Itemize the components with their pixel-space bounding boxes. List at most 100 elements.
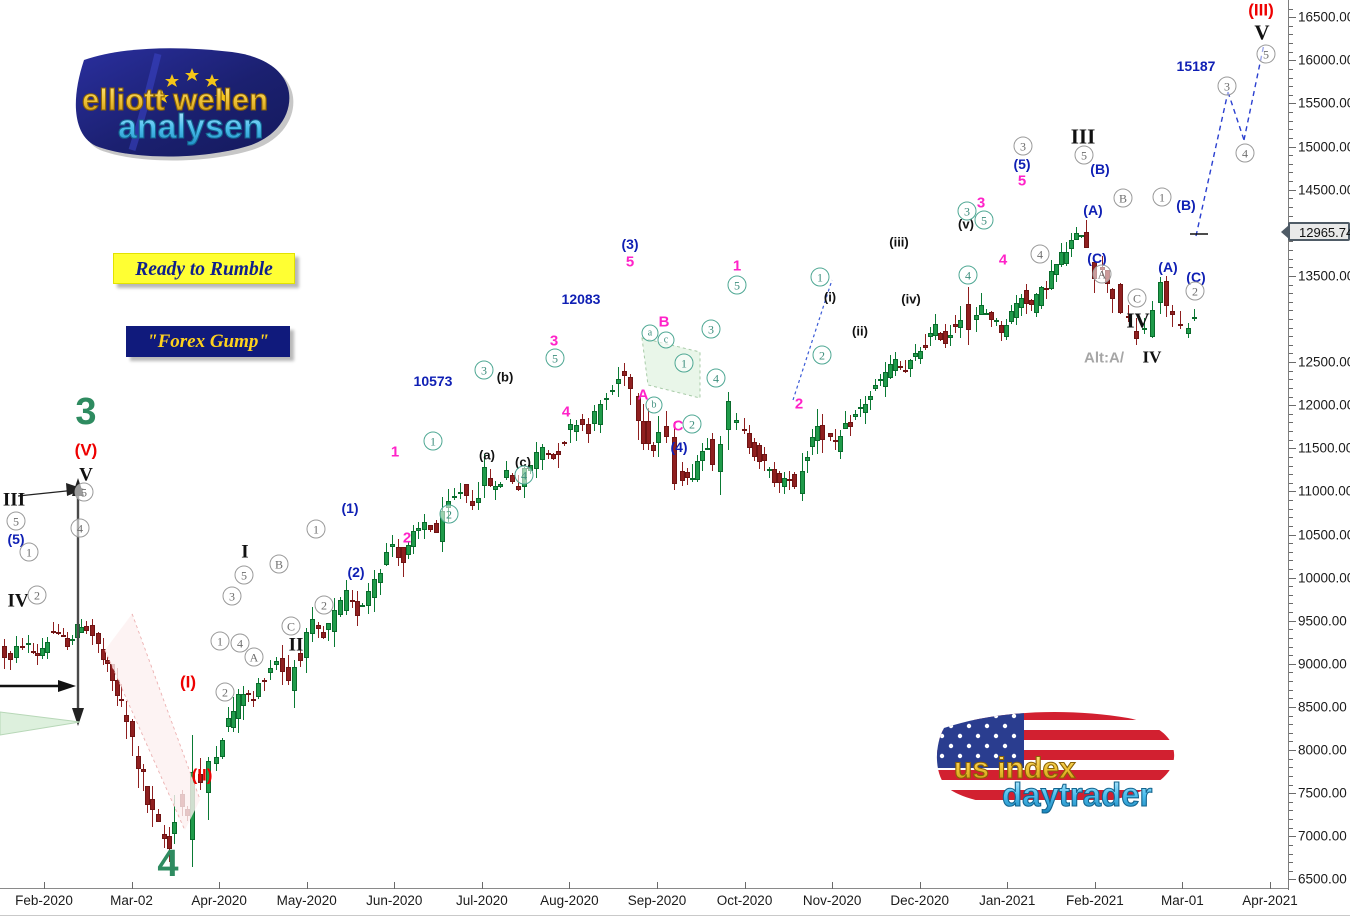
circled-wave-label: 5 [727, 275, 747, 295]
current-price-marker: 12965.74 12656.60 [1280, 222, 1350, 252]
price-minor-tick [1289, 155, 1293, 157]
current-price-value: 12965.74 [1281, 222, 1350, 241]
price-minor-tick [1289, 439, 1293, 441]
price-minor-tick [1289, 137, 1293, 139]
price-minor-tick [1289, 586, 1293, 588]
circled-wave-label: b [645, 396, 663, 414]
price-minor-tick [1289, 819, 1293, 821]
price-tick [1289, 836, 1296, 838]
svg-text:daytrader: daytrader [1002, 776, 1153, 813]
circled-wave-label: 2 [812, 345, 832, 365]
svg-text:analysen: analysen [118, 108, 264, 146]
time-tick-label: Jul-2020 [455, 893, 508, 908]
price-axis[interactable]: 16500.00 16000.00 15500.00 15000.00 14500.00… [1288, 0, 1350, 890]
price-minor-tick [1289, 655, 1293, 657]
circled-wave-label: 4 [1030, 244, 1050, 264]
price-minor-tick [1289, 396, 1293, 398]
circled-wave-label: 1 [423, 431, 443, 451]
price-minor-tick [1289, 206, 1293, 208]
wave-label: (V) [74, 440, 98, 460]
price-minor-tick [1289, 215, 1293, 217]
wave-label: (A) [1083, 202, 1103, 218]
time-tick-label: Nov-2020 [802, 893, 862, 908]
price-tick [1289, 706, 1296, 708]
price-minor-tick [1289, 517, 1293, 519]
price-minor-tick [1289, 198, 1293, 200]
wave-label: III [1070, 124, 1096, 149]
price-tick-label: 16500.00 [1298, 9, 1350, 25]
price-minor-tick [1289, 258, 1293, 260]
wave-label: (III) [1248, 0, 1274, 20]
circled-wave-label: 3 [1217, 76, 1237, 96]
price-minor-tick [1289, 267, 1293, 269]
price-tick-label: 7000.00 [1298, 828, 1347, 844]
wave-label: (B) [1090, 161, 1110, 177]
price-minor-tick [1289, 241, 1293, 243]
price-tick-label: 14500.00 [1298, 182, 1350, 198]
time-tick [131, 882, 133, 889]
time-tick-label: Jun-2020 [366, 893, 423, 908]
time-tick-label: Apr-2021 [1242, 893, 1298, 908]
circled-wave-label: 1 [1152, 187, 1172, 207]
time-tick [832, 882, 834, 889]
time-tick [1094, 882, 1096, 889]
time-tick-label: Jan-2021 [979, 893, 1036, 908]
time-tick-label: Feb-2020 [15, 893, 73, 908]
price-minor-tick [1289, 560, 1293, 562]
time-tick-label: Apr-2020 [191, 893, 247, 908]
wave-label: 2 [402, 529, 412, 547]
price-minor-tick [1289, 698, 1293, 700]
circled-wave-label: 4 [1235, 143, 1255, 163]
price-minor-tick [1289, 336, 1293, 338]
price-tick [1289, 60, 1296, 62]
price-annotation: 12083 [561, 291, 601, 307]
price-minor-tick [1289, 767, 1293, 769]
price-minor-tick [1289, 689, 1293, 691]
circled-wave-label: C [281, 616, 301, 636]
price-minor-tick [1289, 784, 1293, 786]
price-tick-label: 11500.00 [1298, 440, 1350, 456]
time-tick-label: Feb-2021 [1065, 893, 1124, 908]
circled-wave-label: 1 [210, 631, 230, 651]
time-tick [44, 882, 45, 889]
price-minor-tick [1289, 284, 1293, 286]
price-minor-tick [1289, 646, 1293, 648]
price-minor-tick [1289, 569, 1293, 570]
circled-wave-label: 5 [1074, 145, 1094, 165]
wave-label: (I) [179, 672, 197, 692]
price-chart-plot-area[interactable]: 3 (V) V III (5) IV 4 (I) (II) I II (1) (2) 1 2 (a) (b) (c… [0, 0, 1288, 888]
wave-label: 3 [976, 194, 986, 212]
price-minor-tick [1289, 112, 1293, 114]
price-minor-tick [1289, 163, 1293, 165]
price-tick [1289, 534, 1296, 536]
wave-label: I [241, 541, 249, 563]
price-minor-tick [1289, 500, 1293, 502]
wave-label: IV [1142, 347, 1162, 367]
circled-wave-label: 5 [74, 482, 94, 502]
time-tick [744, 882, 746, 889]
ready-to-rumble-badge: Ready to Rumble [113, 253, 295, 284]
price-minor-tick [1289, 603, 1293, 605]
circled-wave-label: 4 [958, 265, 978, 285]
circled-wave-label: 2 [314, 595, 334, 615]
circled-wave-label: A [1092, 264, 1112, 284]
price-minor-tick [1289, 301, 1293, 303]
price-minor-tick [1289, 637, 1293, 639]
price-minor-tick [1289, 629, 1293, 631]
time-tick [394, 882, 396, 889]
wave-label: III [2, 489, 26, 511]
price-tick [1289, 577, 1296, 579]
price-minor-tick [1289, 844, 1293, 846]
price-tick [1289, 405, 1296, 407]
circled-wave-label: 2 [439, 504, 459, 524]
wave-label: IV [7, 590, 29, 612]
circled-wave-label: 1 [674, 353, 694, 373]
wave-label: Alt:A/ [1084, 349, 1124, 367]
time-tick-label: Dec-2020 [890, 893, 949, 908]
time-axis[interactable]: Feb-2020 Mar-02 Apr-2020 May-2020 Jun-2020 Ju… [0, 882, 1298, 917]
price-tick-label: 15000.00 [1298, 139, 1350, 155]
price-tick-label: 8000.00 [1298, 742, 1347, 758]
price-minor-tick [1289, 741, 1293, 743]
price-tick [1289, 189, 1296, 191]
wave-label: (iii) [889, 234, 909, 250]
